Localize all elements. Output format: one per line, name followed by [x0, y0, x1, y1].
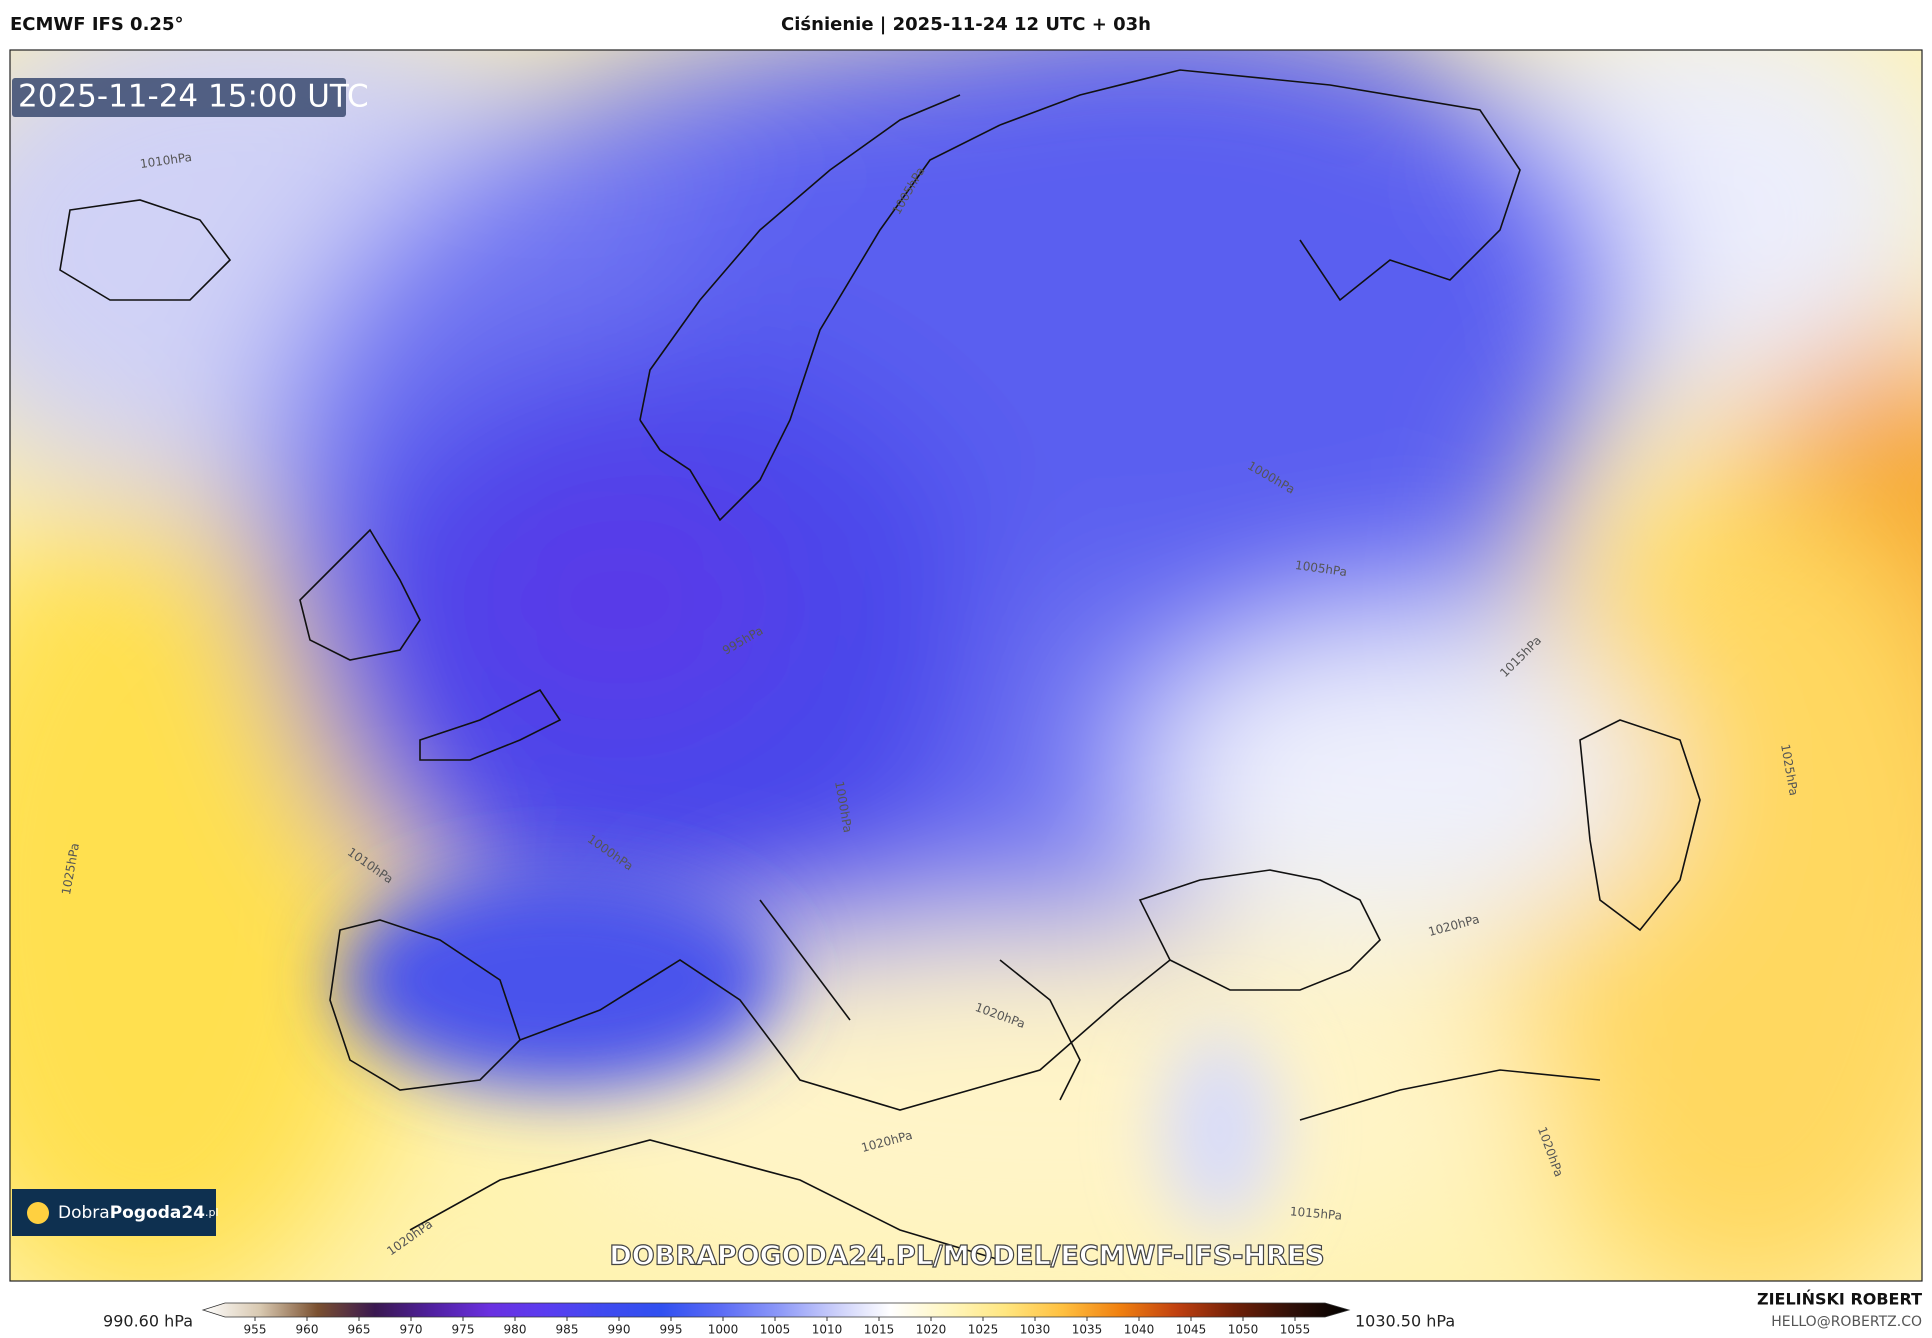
colorbar-tick-label: 1005	[760, 1323, 791, 1337]
colorbar	[201, 1302, 1351, 1318]
colorbar-tick-label: 980	[504, 1323, 527, 1337]
colorbar-tick-label: 955	[244, 1323, 267, 1337]
colorbar-max: 1030.50 hPa	[1355, 1312, 1455, 1331]
colorbar-tick-label: 1000	[708, 1323, 739, 1337]
colorbar-tick-label: 975	[452, 1323, 475, 1337]
logo-sun	[27, 1202, 49, 1224]
pressure-detail	[340, 870, 1280, 1230]
colorbar-tick-label: 990	[608, 1323, 631, 1337]
author: ZIELIŃSKI ROBERT	[1757, 1290, 1922, 1309]
colorbar-tick-label: 960	[296, 1323, 319, 1337]
map-title: Ciśnienie | 2025-11-24 12 UTC + 03h	[781, 14, 1151, 35]
watermark: DOBRAPOGODA24.PL/MODEL/ECMWF-IFS-HRES	[609, 1241, 1324, 1272]
colorbar-tick-label: 1025	[968, 1323, 999, 1337]
logo-part: Pogoda	[110, 1203, 182, 1223]
logo-part: .pl	[205, 1206, 219, 1219]
colorbar-min: 990.60 hPa	[103, 1312, 193, 1331]
email: HELLO@ROBERTZ.CO	[1771, 1314, 1922, 1330]
colorbar-tick-label: 1040	[1124, 1323, 1155, 1337]
colorbar-ticks: 955 960 965 970 975 980 985 990 995 1000 1005 1010 1…	[244, 1317, 1311, 1337]
colorbar-tick-label: 1010	[812, 1323, 843, 1337]
colorbar-tick-label: 1045	[1176, 1323, 1207, 1337]
colorbar-tick-label: 1020	[916, 1323, 947, 1337]
colorbar-tick-label: 1035	[1072, 1323, 1103, 1337]
logo-part: 24	[181, 1203, 205, 1223]
timestamp: 2025-11-24 15:00 UTC	[18, 79, 369, 115]
colorbar-tick-label: 1050	[1228, 1323, 1259, 1337]
colorbar-tick-label: 1015	[864, 1323, 895, 1337]
timestamp-box	[12, 78, 346, 117]
colorbar-tick-label: 965	[348, 1323, 371, 1337]
colorbar-tick-label: 1030	[1020, 1323, 1051, 1337]
colorbar-tick-label: 1055	[1280, 1323, 1311, 1337]
model-label: ECMWF IFS 0.25°	[10, 14, 183, 35]
coastlines	[59, 69, 1701, 1261]
logo-text: DobraPogoda24.pl	[58, 1203, 219, 1223]
colorbar-tick-label: 985	[556, 1323, 579, 1337]
colorbar-tick-label: 970	[400, 1323, 423, 1337]
logo-part: Dobra	[58, 1203, 110, 1223]
map-frame	[9, 49, 1923, 1282]
colorbar-tick-label: 995	[660, 1323, 683, 1337]
isobar-label: 1015hPa	[1289, 1204, 1342, 1222]
